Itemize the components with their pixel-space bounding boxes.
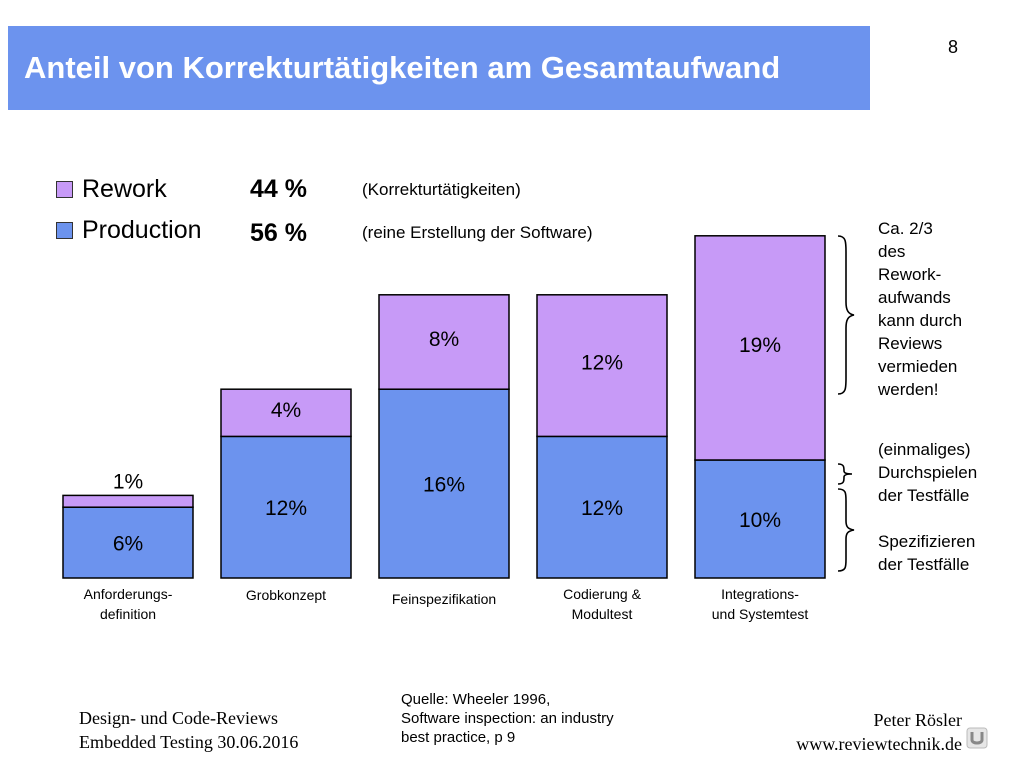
data-label-production: 16% bbox=[423, 474, 465, 497]
bar-rework bbox=[694, 235, 826, 461]
test-spec-note-line: der Testfälle bbox=[878, 555, 970, 574]
bar-rework bbox=[220, 388, 352, 438]
legend-rework-percent: 44 % bbox=[250, 175, 307, 203]
rework-brace-icon bbox=[837, 235, 855, 395]
category-label: Grobkonzept bbox=[246, 587, 326, 603]
test-spec-brace-icon bbox=[837, 488, 855, 572]
bar-production bbox=[62, 506, 194, 579]
category-label: Feinspezifikation bbox=[392, 591, 496, 607]
data-label-production: 12% bbox=[581, 497, 623, 520]
data-label-rework: 8% bbox=[429, 328, 459, 351]
rework-note-line: werden! bbox=[878, 380, 939, 399]
page-number: 8 bbox=[948, 37, 959, 57]
bar-rework bbox=[378, 294, 510, 390]
rework-note-line: kann durch bbox=[878, 311, 963, 330]
test-run-note: (einmaliges) Durchspielen der Testfälle bbox=[878, 438, 977, 507]
legend-production-description: (reine Erstellung der Software) bbox=[362, 223, 593, 242]
test-spec-note-line: Spezifizieren bbox=[878, 532, 976, 551]
category-label: und Systemtest bbox=[712, 606, 809, 622]
reviewtechnik-logo-icon bbox=[966, 727, 988, 749]
footer-right: Peter Rösler www.reviewtechnik.de bbox=[796, 708, 962, 756]
category-label: Anforderungs- bbox=[84, 586, 173, 602]
legend-rework-label: Rework bbox=[82, 175, 167, 203]
slide-title: Anteil von Korrekturtätigkeiten am Gesam… bbox=[24, 50, 781, 85]
category-label: Integrations- bbox=[721, 586, 799, 602]
footer-event: Embedded Testing 30.06.2016 bbox=[79, 732, 299, 752]
production-swatch bbox=[56, 222, 73, 239]
bar-production bbox=[378, 388, 510, 579]
data-label-production: 6% bbox=[113, 533, 143, 556]
category-label: Modultest bbox=[572, 606, 633, 622]
rework-note-line: aufwands bbox=[878, 288, 951, 307]
legend-production-percent: 56 % bbox=[250, 219, 307, 247]
rework-note-line: des bbox=[878, 242, 906, 261]
footer-source-line: best practice, p 9 bbox=[401, 729, 516, 746]
footer-source: Quelle: Wheeler 1996, Software inspectio… bbox=[401, 690, 614, 747]
data-label-production: 10% bbox=[739, 509, 781, 532]
test-run-note-line: Durchspielen bbox=[878, 463, 978, 482]
footer-left: Design- und Code-Reviews Embedded Testin… bbox=[79, 706, 298, 754]
bar-production bbox=[536, 435, 668, 579]
footer-author: Peter Rösler bbox=[873, 710, 962, 730]
test-spec-note: Spezifizieren der Testfälle bbox=[878, 530, 975, 576]
data-label-rework: 12% bbox=[581, 352, 623, 375]
data-label-rework: 1% bbox=[113, 470, 143, 493]
footer-website[interactable]: www.reviewtechnik.de bbox=[796, 734, 962, 754]
data-label-rework: 4% bbox=[271, 399, 301, 422]
data-label-rework: 19% bbox=[739, 334, 781, 357]
bar-production bbox=[220, 435, 352, 579]
test-run-note-line: der Testfälle bbox=[878, 486, 970, 505]
rework-note: Ca. 2/3 des Rework- aufwands kann durch … bbox=[878, 217, 962, 401]
rework-note-line: Rework- bbox=[878, 265, 942, 284]
bar-rework bbox=[536, 294, 668, 438]
category-label: definition bbox=[100, 606, 156, 622]
rework-note-line: vermieden bbox=[878, 357, 958, 376]
test-run-note-line: (einmaliges) bbox=[878, 440, 971, 459]
bar-production bbox=[694, 459, 826, 579]
rework-note-line: Reviews bbox=[878, 334, 943, 353]
test-run-brace-icon bbox=[837, 463, 853, 485]
data-label-production: 12% bbox=[265, 497, 307, 520]
footer-source-line: Quelle: Wheeler 1996, bbox=[401, 691, 551, 708]
title-band: Anteil von Korrekturtätigkeiten am Gesam… bbox=[8, 26, 870, 110]
category-label: Codierung & bbox=[563, 586, 641, 602]
footer-source-line: Software inspection: an industry bbox=[401, 710, 614, 727]
bar-rework bbox=[62, 494, 194, 508]
legend-production-label: Production bbox=[82, 216, 202, 244]
legend-rework-description: (Korrekturtätigkeiten) bbox=[362, 180, 521, 199]
footer-course: Design- und Code-Reviews bbox=[79, 708, 278, 728]
rework-note-line: Ca. 2/3 bbox=[878, 219, 933, 238]
rework-swatch bbox=[56, 181, 73, 198]
